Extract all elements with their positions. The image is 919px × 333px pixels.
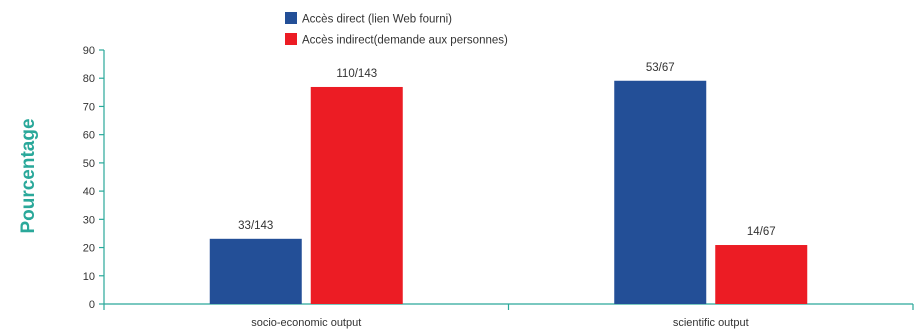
y-tick-label: 30 xyxy=(83,214,95,226)
y-tick-label: 40 xyxy=(83,186,95,198)
legend: Accès direct (lien Web fourni) Accès indi… xyxy=(285,12,508,47)
x-axis: socio-economic output scientific output xyxy=(103,303,914,329)
bar-series-2-cat-1 xyxy=(310,86,403,305)
bar-data-label: 53/67 xyxy=(646,62,675,74)
y-tick-label: 20 xyxy=(83,243,95,255)
bar-series-1-cat-2 xyxy=(614,80,707,304)
legend-label: Accès indirect(demande aux personnes) xyxy=(302,35,508,47)
y-tick-label: 0 xyxy=(89,299,95,311)
y-tick-label: 60 xyxy=(83,130,95,142)
y-tick-label: 10 xyxy=(83,271,95,283)
x-category-label: scientific output xyxy=(673,317,749,329)
y-tick-label: 50 xyxy=(83,158,95,170)
legend-swatch xyxy=(285,33,297,45)
y-tick-label: 90 xyxy=(83,45,95,57)
y-tick-label: 70 xyxy=(83,101,95,113)
bar-series-2-cat-2 xyxy=(715,245,808,304)
bar-data-label: 110/143 xyxy=(336,68,377,80)
y-axis-label: Pourcentage xyxy=(18,118,39,233)
bar-series-1-cat-1 xyxy=(209,238,302,304)
x-category-label: socio-economic output xyxy=(251,317,361,329)
y-axis: 0 10 20 30 40 50 60 70 80 90 xyxy=(83,45,105,311)
bars xyxy=(209,80,808,305)
legend-swatch xyxy=(285,12,297,24)
data-labels: 33/143 110/143 53/67 14/67 xyxy=(238,62,775,238)
bar-data-label: 33/143 xyxy=(238,220,273,232)
legend-label: Accès direct (lien Web fourni) xyxy=(302,14,452,26)
y-tick-label: 80 xyxy=(83,73,95,85)
bar-data-label: 14/67 xyxy=(747,226,776,238)
